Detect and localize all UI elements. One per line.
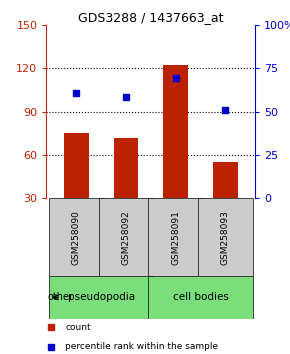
Bar: [113, 138, 138, 198]
Text: cell bodies: cell bodies: [173, 292, 229, 302]
Text: pseudopodia: pseudopodia: [68, 292, 135, 302]
Text: GSM258091: GSM258091: [171, 210, 180, 265]
Bar: [198, 198, 253, 276]
Text: GSM258090: GSM258090: [72, 210, 81, 265]
Bar: [163, 65, 188, 198]
Bar: [49, 198, 104, 276]
Bar: [99, 198, 153, 276]
Title: GDS3288 / 1437663_at: GDS3288 / 1437663_at: [78, 11, 224, 24]
Text: percentile rank within the sample: percentile rank within the sample: [65, 342, 218, 352]
Bar: [148, 276, 253, 319]
Bar: [213, 162, 238, 198]
Text: other: other: [47, 292, 73, 302]
Bar: [49, 276, 153, 319]
Text: GSM258092: GSM258092: [122, 210, 130, 264]
Text: count: count: [65, 323, 91, 332]
Text: GSM258093: GSM258093: [221, 210, 230, 265]
Bar: [64, 133, 89, 198]
Bar: [148, 198, 203, 276]
